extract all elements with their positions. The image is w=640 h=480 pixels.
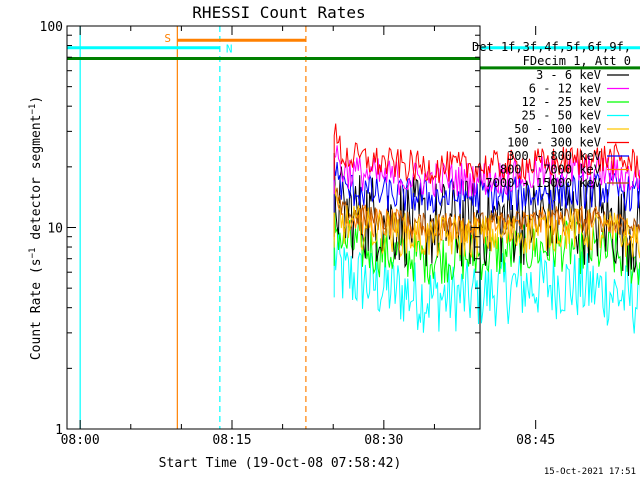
y-axis-label-sup2: −1 [28, 104, 38, 115]
legend-header-line-1: Det 1f,3f,4f,5f,6f,9f, [472, 40, 631, 54]
y-axis: 1 10 100 [40, 20, 480, 438]
y-tick-label: 1 [55, 423, 63, 438]
series-line [333, 123, 640, 184]
y-tick-label: 100 [40, 20, 63, 35]
series-line [333, 152, 640, 277]
legend-label: 7000 - 15000 keV [485, 176, 601, 190]
flag-label: N [226, 43, 233, 56]
x-tick-label: 08:15 [212, 433, 251, 448]
x-tick-label: 08:45 [516, 433, 555, 448]
x-tick-label: 08:30 [364, 433, 403, 448]
series-line [333, 180, 640, 259]
series-line [333, 145, 640, 198]
y-axis-label-mid: detector segment [29, 115, 44, 248]
timestamp: 15-Oct-2021 17:51 [544, 467, 636, 477]
series-line [333, 201, 640, 285]
legend-label: 6 - 12 keV [529, 82, 601, 96]
legend-header-line-2: FDecim 1, Att 0 [523, 54, 631, 68]
legend-label: 50 - 100 keV [514, 122, 601, 136]
y-axis-label: Count Rate (s−1 detector segment−1) [28, 96, 44, 360]
legend-label: 100 - 300 keV [507, 136, 601, 150]
flag-bars: SNRD0RD4 [67, 32, 640, 70]
legend-label: 3 - 6 keV [536, 68, 601, 82]
vertical-markers [79, 26, 307, 429]
y-tick-label: 10 [47, 222, 63, 237]
flag-label: S [164, 32, 171, 45]
x-tick-label: 08:00 [61, 433, 100, 448]
series-line [333, 162, 640, 214]
legend-label: 12 - 25 keV [522, 95, 601, 109]
series-line [333, 186, 640, 239]
legend-label: 800 - 7000 keV [500, 163, 601, 177]
legend: Det 1f,3f,4f,5f,6f,9f, FDecim 1, Att 0 3… [472, 40, 631, 190]
legend-label: 300 - 800 keV [507, 149, 601, 163]
legend-label: 25 - 50 keV [522, 109, 601, 123]
y-axis-label-sup1: −1 [28, 248, 38, 259]
plot-area [333, 123, 640, 334]
y-axis-label-end: ) [29, 96, 44, 104]
x-axis-label: Start Time (19-Oct-08 07:58:42) [159, 456, 402, 471]
chart-title: RHESSI Count Rates [192, 3, 365, 22]
y-axis-label-main: Count Rate (s [29, 258, 44, 360]
